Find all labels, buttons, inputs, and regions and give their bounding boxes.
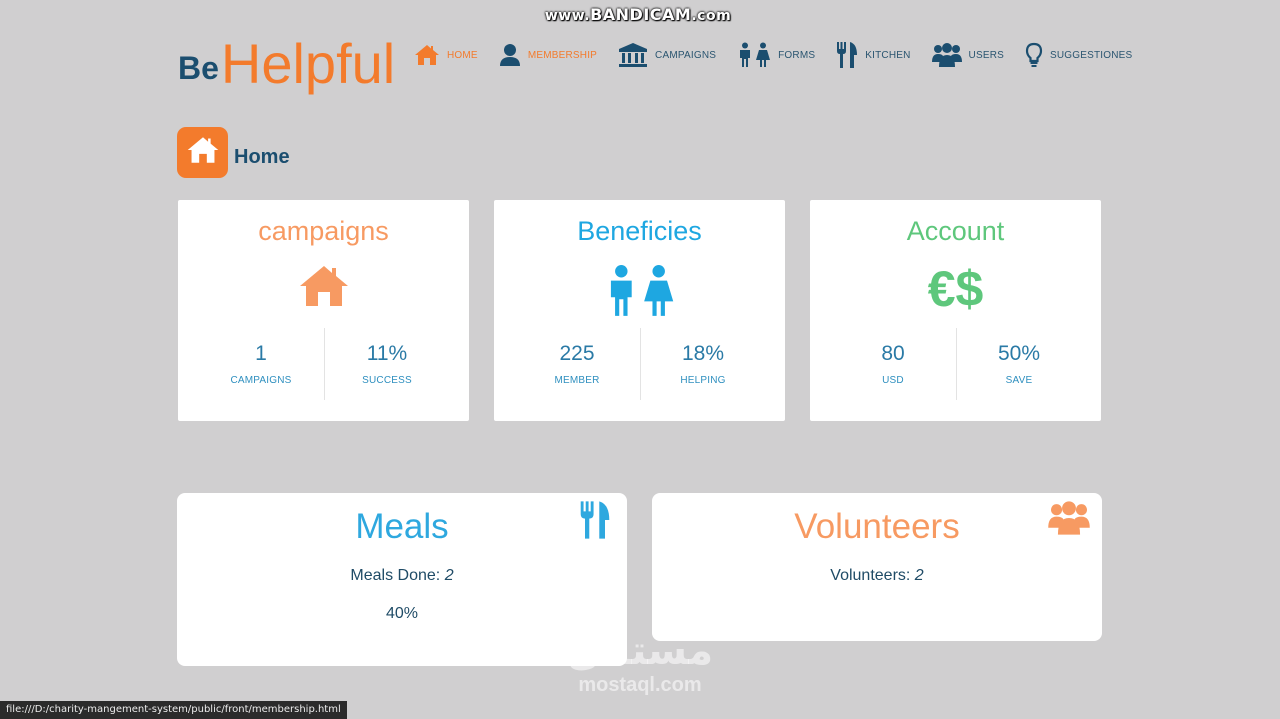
card-divider <box>324 328 325 400</box>
stat-caption: USD <box>882 375 904 386</box>
member-stat: 225 MEMBER <box>504 342 650 386</box>
nav-item-membership[interactable]: MEMBERSHIP <box>499 43 597 67</box>
usd-stat: 80 USD <box>820 342 966 386</box>
nav-label: HOME <box>447 49 478 61</box>
page-title-badge <box>177 127 228 178</box>
stat-value: 18% <box>681 342 725 365</box>
users-icon <box>931 42 962 68</box>
cutlery-icon <box>579 500 611 545</box>
volunteers-value: 2 <box>914 567 924 584</box>
nav-label: KITCHEN <box>865 49 911 61</box>
cutlery-icon <box>836 41 858 69</box>
recording-watermark: www.BANDICAM.com <box>544 5 732 24</box>
nav-item-campaigns[interactable]: CAMPAIGNS <box>618 42 716 68</box>
meals-done-value: 2 <box>444 567 454 584</box>
meals-done-label: Meals Done: <box>350 567 441 584</box>
stat-value: 80 <box>881 342 905 365</box>
home-icon <box>414 44 440 66</box>
logo-be: Be <box>178 50 219 86</box>
save-stat: 50% SAVE <box>946 342 1092 386</box>
stat-caption: CAMPAIGNS <box>230 375 292 386</box>
male-female-icon <box>737 42 771 68</box>
success-stat: 11% SUCCESS <box>314 342 460 386</box>
card-icon-wrap <box>178 264 469 313</box>
stat-value: 1 <box>255 342 267 365</box>
card-title: Beneficies <box>577 216 702 246</box>
meals-done-line: Meals Done: 2 <box>177 567 627 585</box>
lightbulb-icon <box>1025 42 1043 68</box>
browser-status-bar: file:///D:/charity-mangement-system/publ… <box>0 701 347 719</box>
card-divider <box>640 328 641 400</box>
card-divider <box>956 328 957 400</box>
nav-item-home[interactable]: HOME <box>414 44 478 66</box>
stat-caption: HELPING <box>680 375 726 386</box>
nav-item-forms[interactable]: FORMS <box>737 42 815 68</box>
nav-label: FORMS <box>778 49 816 61</box>
stat-value: 50% <box>997 342 1041 365</box>
male-female-icon <box>601 264 679 323</box>
main-nav: HOME MEMBERSHIP CAMPAIGNS FORMS KITCHEN … <box>414 38 1153 72</box>
nav-label: CAMPAIGNS <box>655 49 717 61</box>
nav-label: SUGGESTIONES <box>1049 49 1133 61</box>
stat-caption: MEMBER <box>554 375 600 386</box>
card-icon-wrap <box>494 264 785 323</box>
volunteers-line: Volunteers: 2 <box>652 567 1102 585</box>
card-title: Account <box>906 216 1005 246</box>
user-icon <box>499 43 521 67</box>
nav-label: MEMBERSHIP <box>527 49 598 61</box>
card-title: campaigns <box>258 216 389 246</box>
nav-item-users[interactable]: USERS <box>931 42 1004 68</box>
watermark-latin: mostaql.com <box>578 674 702 696</box>
account-card[interactable]: Account €$ 80 USD 50% SAVE <box>810 200 1101 421</box>
stat-value: 225 <box>559 342 595 365</box>
bank-icon <box>618 42 648 68</box>
nav-label: USERS <box>968 49 1004 61</box>
watermark-arabic: مستقل <box>566 629 714 673</box>
meals-title: Meals <box>355 507 449 546</box>
home-icon <box>186 136 220 169</box>
meals-percent: 40% <box>385 605 419 622</box>
home-icon <box>298 264 350 313</box>
currency-icon: €$ <box>927 261 984 317</box>
site-watermark: مستقل mostaql.com <box>560 628 720 697</box>
campaigns-card[interactable]: campaigns 1 CAMPAIGNS 11% SUCCESS <box>178 200 469 421</box>
card-icon-wrap: €$ <box>810 264 1101 314</box>
stat-value: 11% <box>366 342 408 365</box>
meals-card[interactable]: Meals Meals Done: 2 40% <box>177 493 627 666</box>
nav-item-suggestiones[interactable]: SUGGESTIONES <box>1025 42 1132 68</box>
helping-stat: 18% HELPING <box>630 342 776 386</box>
campaigns-count-stat: 1 CAMPAIGNS <box>188 342 334 386</box>
nav-item-kitchen[interactable]: KITCHEN <box>836 41 910 69</box>
beneficies-card[interactable]: Beneficies 225 MEMBER 18% HELPING <box>494 200 785 421</box>
stat-caption: SUCCESS <box>362 375 412 386</box>
volunteers-title: Volunteers <box>794 507 960 546</box>
volunteers-label: Volunteers: <box>830 567 911 584</box>
page-title: Home <box>234 146 290 168</box>
stat-caption: SAVE <box>1005 375 1033 386</box>
logo-helpful: Helpful <box>220 32 396 95</box>
app-logo[interactable]: Be Helpful <box>178 28 395 92</box>
users-icon <box>1048 500 1090 541</box>
volunteers-card[interactable]: Volunteers Volunteers: 2 <box>652 493 1102 641</box>
